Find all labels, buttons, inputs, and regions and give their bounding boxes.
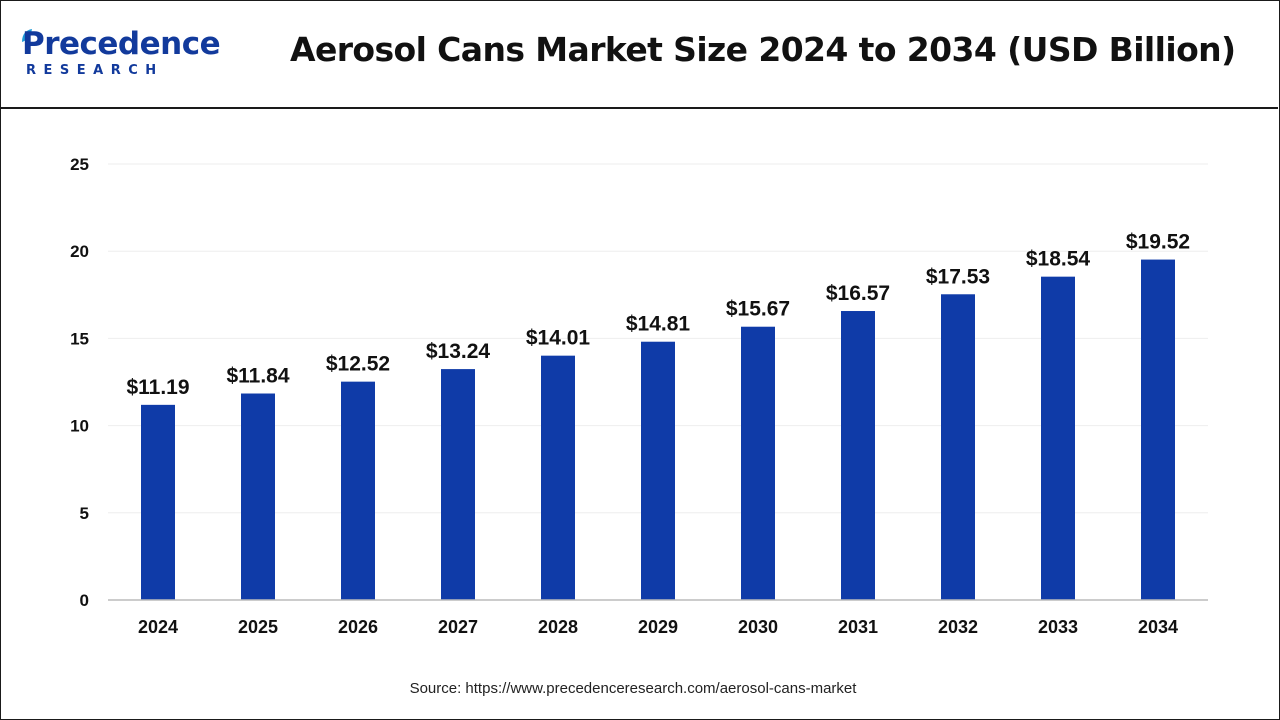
y-tick-label: 10	[70, 417, 89, 436]
bar	[541, 355, 575, 600]
data-label: $11.19	[126, 376, 189, 399]
x-tick-label: 2025	[238, 617, 278, 637]
logo-wordmark: Precedence	[22, 26, 221, 62]
bar-series	[141, 259, 1175, 600]
x-tick-label: 2034	[1138, 617, 1178, 637]
x-tick-label: 2024	[138, 617, 178, 637]
y-tick-label: 0	[80, 591, 89, 610]
value-labels: $11.19 $11.84 $12.52 $13.24 $14.01 $14.81 $15.…	[126, 231, 1190, 399]
bar	[741, 326, 775, 600]
header: Precedence RESEARCH Aerosol Cans Market …	[0, 0, 1278, 109]
data-label: $19.52	[1126, 231, 1190, 254]
bar	[1141, 259, 1175, 600]
chart-title: Aerosol Cans Market Size 2024 to 2034 (U…	[290, 30, 1236, 69]
bar	[441, 369, 475, 600]
bar	[241, 393, 275, 600]
bar	[341, 381, 375, 600]
y-tick-label: 25	[70, 155, 89, 174]
data-label: $11.84	[226, 365, 289, 388]
data-label: $14.01	[526, 327, 591, 350]
bar	[141, 404, 175, 600]
x-tick-label: 2028	[538, 617, 578, 637]
bar	[1041, 276, 1075, 600]
data-label: $14.81	[626, 313, 691, 336]
x-tick-label: 2027	[438, 617, 478, 637]
x-tick-label: 2033	[1038, 617, 1078, 637]
y-tick-label: 5	[80, 504, 89, 523]
source-note: Source: https://www.precedenceresearch.c…	[409, 680, 857, 697]
x-tick-label: 2029	[638, 617, 678, 637]
bar	[941, 294, 975, 600]
data-label: $16.57	[826, 282, 890, 305]
data-label: $12.52	[326, 353, 390, 376]
x-tick-label: 2031	[838, 617, 878, 637]
y-axis-ticks: 0 5 10 15 20 25	[70, 155, 89, 610]
y-tick-label: 15	[70, 329, 89, 348]
leaf-icon	[22, 29, 32, 42]
logo-subtitle: RESEARCH	[26, 63, 164, 78]
data-label: $17.53	[926, 265, 990, 288]
data-label: $18.54	[1026, 248, 1091, 271]
data-label: $13.24	[426, 340, 491, 363]
x-tick-label: 2026	[338, 617, 378, 637]
data-label: $15.67	[726, 298, 790, 321]
bar	[641, 341, 675, 600]
x-tick-label: 2032	[938, 617, 978, 637]
bar	[841, 311, 875, 600]
y-tick-label: 20	[70, 242, 89, 261]
x-axis-ticks: 2024 2025 2026 2027 2028 2029 2030 2031 2032 2033…	[138, 617, 1178, 637]
brand-logo: Precedence RESEARCH	[22, 26, 222, 86]
x-tick-label: 2030	[738, 617, 778, 637]
